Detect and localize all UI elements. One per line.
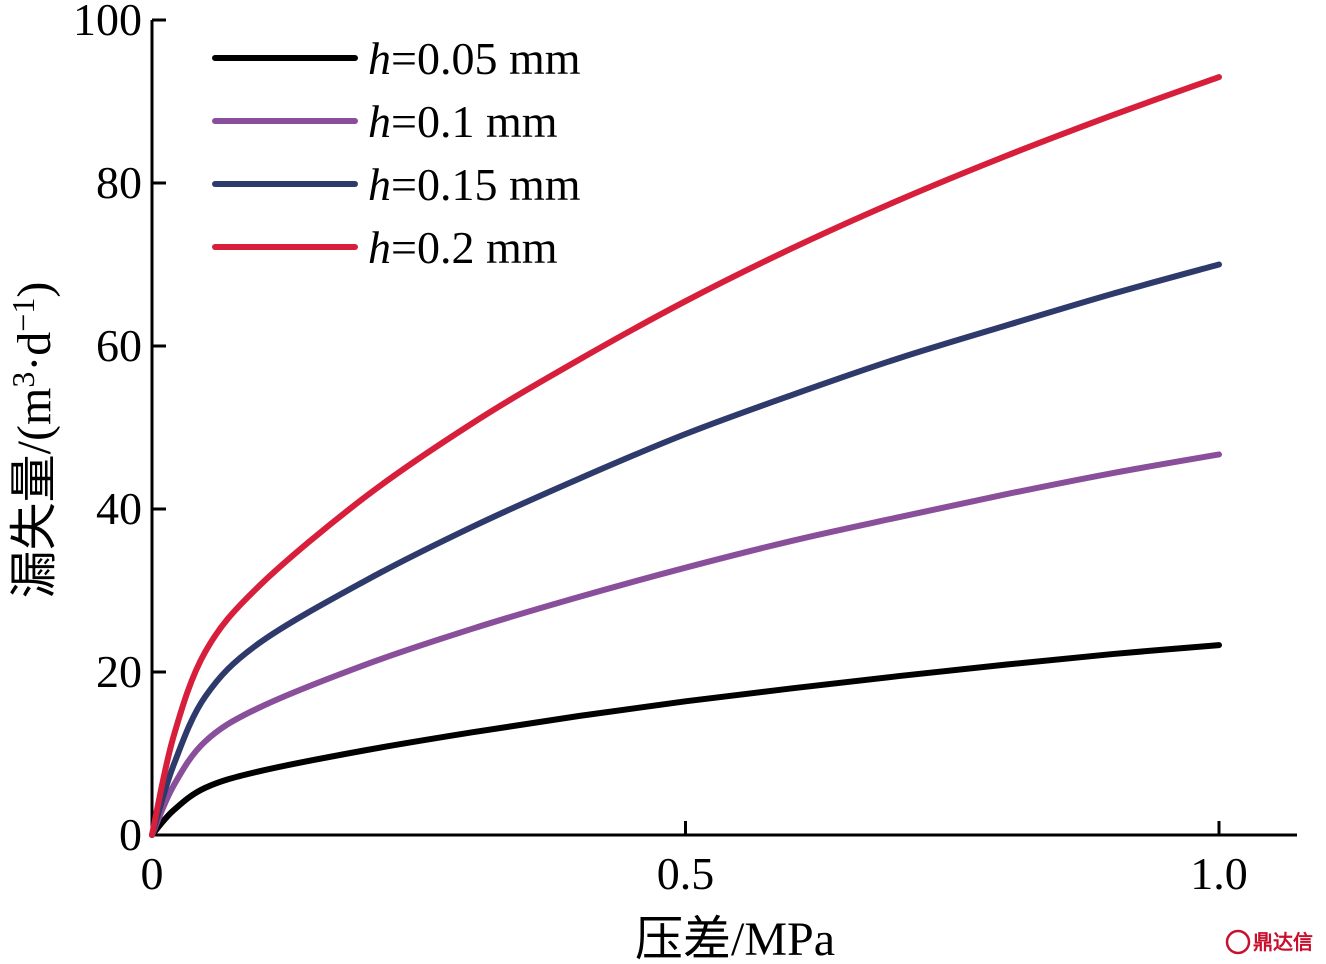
y-tick-label: 80 xyxy=(96,157,142,208)
legend-label-2: h=0.1 mm xyxy=(368,96,558,147)
legend-label-3: h=0.15 mm xyxy=(368,159,581,210)
y-axis-title-end: ) xyxy=(8,282,61,298)
y-axis-title-sup1: 3 xyxy=(5,372,41,388)
watermark-text: 鼎达信 xyxy=(1253,930,1313,954)
y-tick-label: 40 xyxy=(96,483,142,534)
x-tick-label: 1.0 xyxy=(1190,848,1248,899)
series-line-2 xyxy=(149,451,1222,838)
x-tick-label: 0.5 xyxy=(657,848,715,899)
y-axis-title: 漏失量/(m3·d−1) xyxy=(5,282,61,599)
x-tick-label: 0 xyxy=(141,848,164,899)
y-axis-title-sup2: −1 xyxy=(5,298,41,332)
watermark-icon xyxy=(1225,929,1251,955)
y-axis-title-main: 漏失量/(m xyxy=(8,388,61,599)
legend-label-4: h=0.2 mm xyxy=(368,222,558,273)
series-line-3 xyxy=(149,261,1222,838)
legend-label-1: h=0.05 mm xyxy=(368,33,581,84)
legend: h=0.05 mm h=0.1 mm h=0.15 mm h=0.2 mm xyxy=(212,33,581,273)
series-lines xyxy=(149,74,1222,838)
series-line-1 xyxy=(149,642,1222,838)
y-tick-label: 100 xyxy=(73,0,142,45)
x-axis-title: 压差/MPa xyxy=(635,913,835,964)
y-axis-title-mid: ·d xyxy=(8,332,61,372)
y-tick-label: 60 xyxy=(96,320,142,371)
x-ticks: 0 0.5 1.0 xyxy=(141,821,1248,899)
y-ticks: 0 20 40 60 80 100 xyxy=(73,0,166,860)
y-tick-label: 0 xyxy=(119,809,142,860)
watermark-logo: 鼎达信 xyxy=(1225,929,1313,955)
y-tick-label: 20 xyxy=(96,646,142,697)
series-line-4 xyxy=(149,74,1222,838)
